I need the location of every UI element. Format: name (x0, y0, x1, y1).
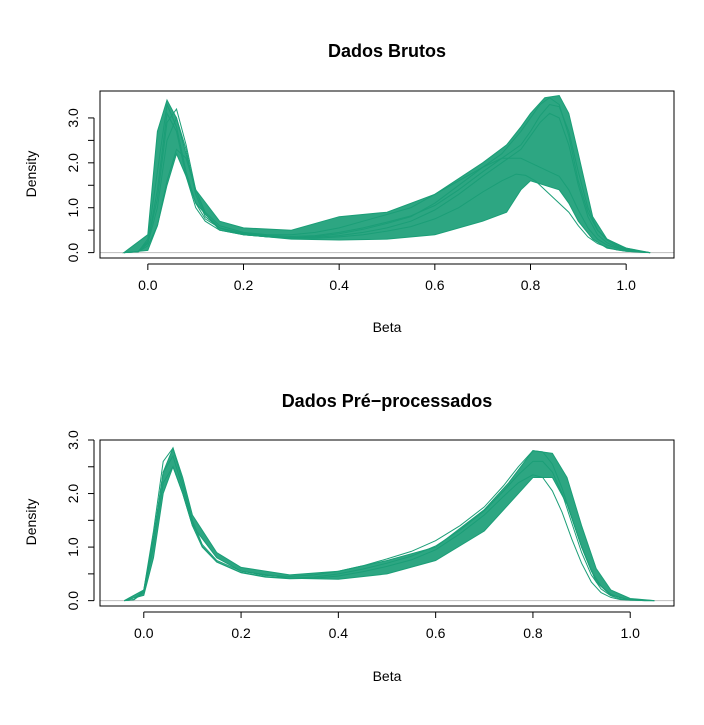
x-tick-label: 1.0 (620, 625, 640, 641)
density-plot-preprocessed: Dados Pré−processados Density Beta 0.0 0.… (23, 391, 675, 684)
density-envelope (122, 94, 651, 254)
y-tick-label: 1.0 (65, 537, 81, 557)
x-ticks: 0.0 0.2 0.4 0.6 0.8 1.0 (138, 263, 636, 293)
x-tick-label: 0.2 (231, 625, 251, 641)
x-tick-label: 0.8 (523, 625, 543, 641)
y-tick-label: 1.0 (65, 198, 81, 218)
y-tick-label: 2.0 (65, 153, 81, 173)
x-tick-label: 0.0 (138, 277, 158, 293)
x-tick-label: 0.6 (425, 277, 445, 293)
x-ticks: 0.0 0.2 0.4 0.6 0.8 1.0 (134, 611, 640, 641)
x-tick-label: 1.0 (616, 277, 636, 293)
plot-frame (99, 90, 675, 259)
density-line (124, 465, 655, 602)
x-tick-label: 0.4 (329, 625, 349, 641)
plot-area (100, 446, 674, 602)
x-axis-label: Beta (373, 668, 402, 684)
x-tick-label: 0.2 (234, 277, 254, 293)
y-tick-label: 2.0 (65, 484, 81, 504)
x-tick-label: 0.4 (329, 277, 349, 293)
y-tick-label: 0.0 (65, 591, 81, 611)
x-tick-label: 0.8 (521, 277, 541, 293)
density-line (123, 103, 651, 254)
x-tick-label: 0.0 (134, 625, 154, 641)
density-line (124, 454, 655, 602)
density-line (123, 97, 651, 254)
y-axis-label: Density (23, 151, 39, 198)
y-axis-label: Density (23, 499, 39, 546)
plot-area (100, 94, 674, 254)
x-tick-label: 0.6 (426, 625, 446, 641)
y-ticks: 0.0 1.0 2.0 3.0 (65, 430, 95, 611)
plot-title: Dados Brutos (328, 41, 446, 61)
y-ticks: 0.0 1.0 2.0 3.0 (65, 108, 95, 263)
plot-title: Dados Pré−processados (282, 391, 493, 411)
density-plot-raw: Dados Brutos Density Beta 0.0 0.2 0.4 0.6 0.… (23, 41, 675, 335)
density-line (123, 102, 651, 254)
density-line (123, 111, 651, 254)
plot-frame (99, 439, 675, 607)
density-line (123, 148, 651, 254)
density-envelope (124, 446, 655, 602)
y-tick-label: 3.0 (65, 108, 81, 128)
y-tick-label: 0.0 (65, 243, 81, 263)
y-tick-label: 3.0 (65, 430, 81, 450)
density-line (124, 446, 655, 602)
x-axis-label: Beta (373, 319, 402, 335)
